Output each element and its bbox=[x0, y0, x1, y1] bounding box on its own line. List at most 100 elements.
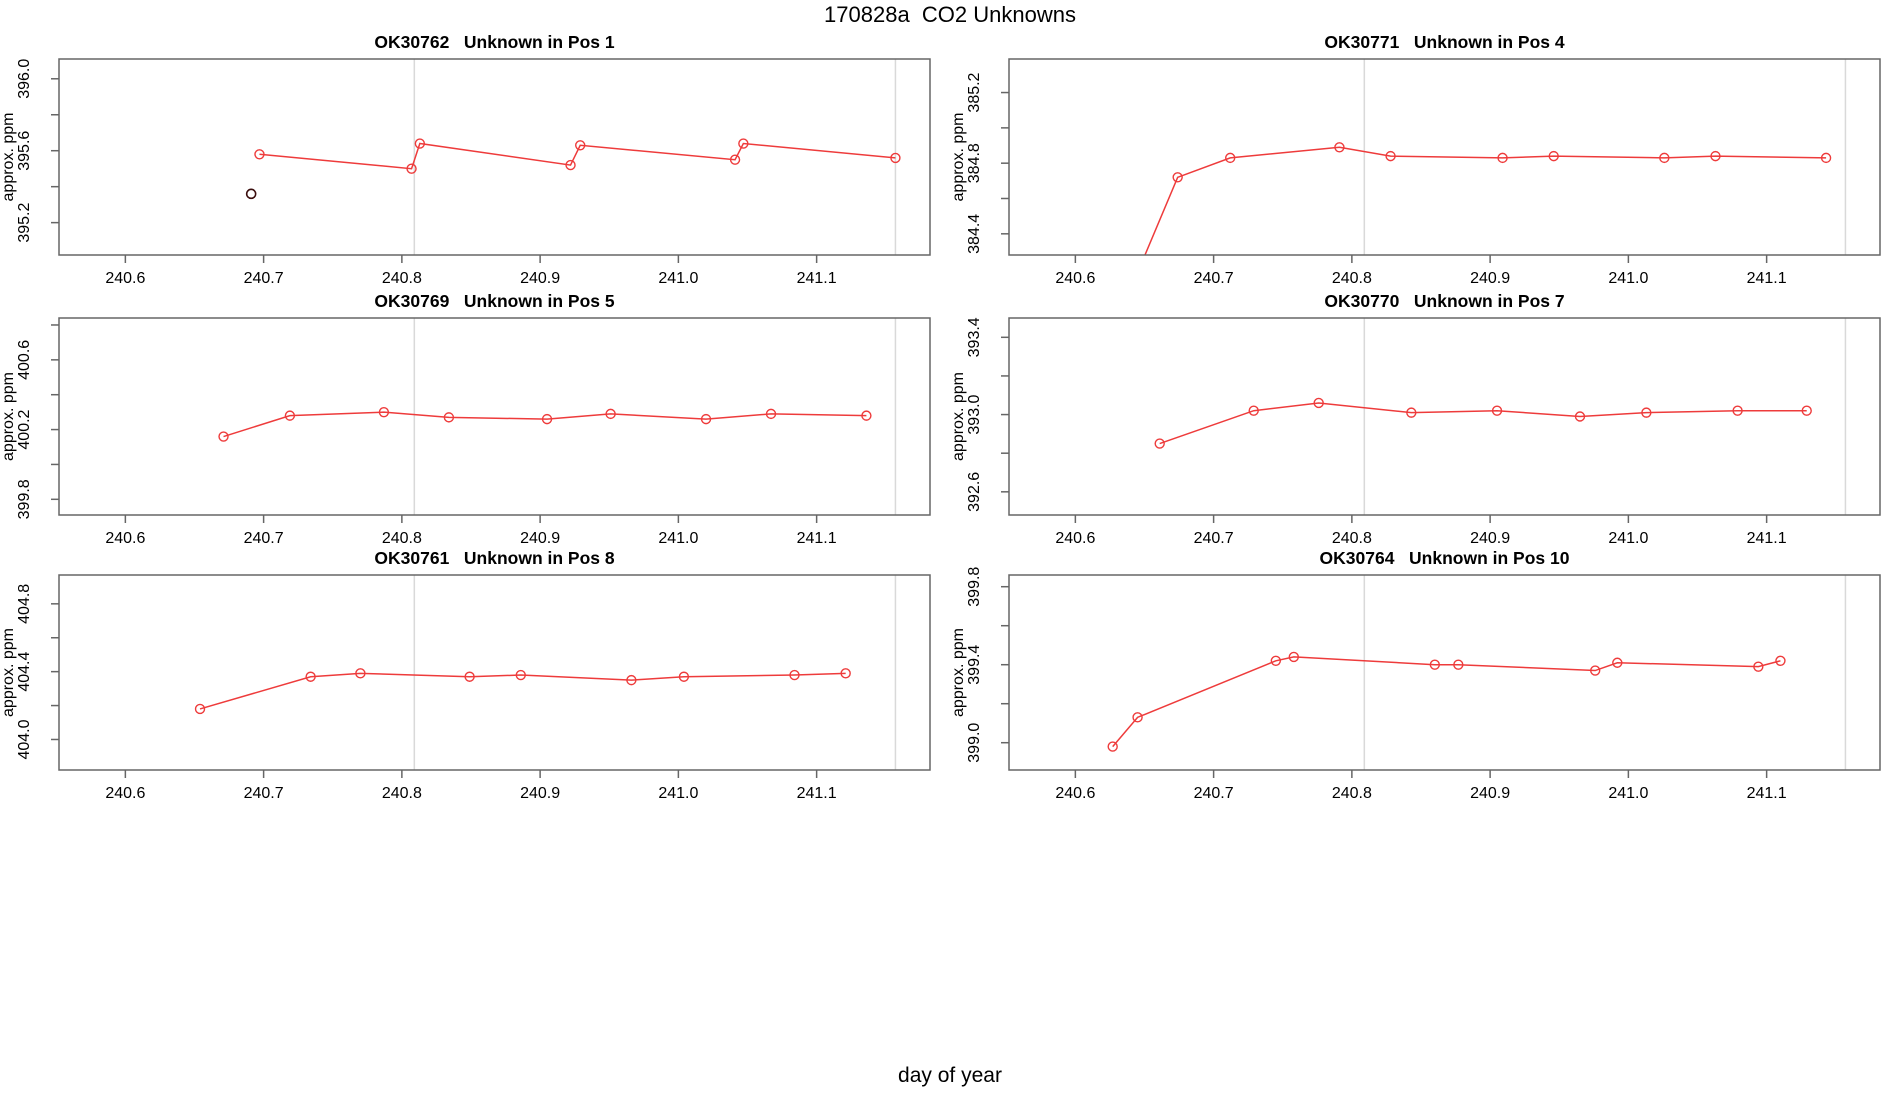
panel-title: OK30764 Unknown in Pos 10 bbox=[1320, 548, 1570, 568]
panel-title: OK30762 Unknown in Pos 1 bbox=[374, 32, 614, 52]
x-tick-label: 240.6 bbox=[105, 785, 145, 802]
x-tick-label: 240.9 bbox=[520, 530, 560, 547]
data-point bbox=[1313, 397, 1324, 409]
y-tick-label: 399.8 bbox=[16, 479, 33, 519]
plot-box bbox=[58, 574, 931, 771]
x-tick-label: 241.0 bbox=[1608, 785, 1648, 802]
y-tick-label: 393.4 bbox=[966, 317, 983, 357]
data-point bbox=[284, 410, 296, 421]
panel-OK30770: 240.6 240.7 240.8 240.9 241.0 241.1 392.6 393.0… bbox=[950, 291, 1881, 547]
data-point bbox=[218, 431, 229, 442]
x-tick-label: 241.0 bbox=[658, 785, 698, 802]
data-point bbox=[861, 410, 872, 421]
data-point bbox=[1497, 152, 1508, 164]
y-tick-label: 400.2 bbox=[16, 409, 33, 449]
data-point bbox=[890, 152, 901, 164]
data-point bbox=[565, 159, 576, 171]
x-tick-label: 240.7 bbox=[244, 785, 284, 802]
outlier-point bbox=[245, 188, 257, 200]
data-point bbox=[789, 669, 800, 681]
x-tick-label: 240.9 bbox=[1470, 270, 1510, 287]
data-line bbox=[1159, 402, 1807, 445]
plot-box bbox=[1008, 317, 1881, 516]
x-tick-label: 241.1 bbox=[797, 530, 837, 547]
panel-title: OK30769 Unknown in Pos 5 bbox=[374, 291, 614, 311]
x-tick-label: 241.1 bbox=[797, 785, 837, 802]
panel-OK30761: 240.6 240.7 240.8 240.9 241.0 241.1 404.0 404.4… bbox=[0, 548, 931, 802]
x-tick-label: 240.7 bbox=[244, 270, 284, 287]
data-point bbox=[1248, 405, 1259, 416]
x-tick-label: 240.7 bbox=[1194, 270, 1234, 287]
data-point bbox=[729, 154, 741, 165]
x-tick-label: 240.8 bbox=[382, 530, 422, 547]
plot-area bbox=[245, 59, 901, 255]
data-point bbox=[1732, 405, 1743, 416]
data-point bbox=[378, 406, 390, 418]
data-point bbox=[254, 149, 265, 160]
y-tick-label: 404.0 bbox=[16, 719, 33, 759]
plot-area bbox=[218, 318, 897, 515]
data-point bbox=[1288, 651, 1300, 663]
data-line bbox=[223, 411, 867, 438]
x-tick-label: 240.8 bbox=[382, 785, 422, 802]
data-point bbox=[1574, 411, 1586, 422]
data-point bbox=[1334, 142, 1345, 153]
data-point bbox=[414, 138, 426, 149]
data-point bbox=[1453, 659, 1464, 670]
plot-box bbox=[58, 317, 931, 516]
data-point bbox=[1710, 150, 1721, 162]
data-point bbox=[1753, 661, 1764, 672]
x-tick-label: 241.1 bbox=[797, 270, 837, 287]
data-point bbox=[1589, 665, 1601, 676]
x-tick-label: 241.0 bbox=[658, 270, 698, 287]
y-tick-label: 404.4 bbox=[16, 652, 33, 692]
x-tick-label: 241.1 bbox=[1747, 530, 1787, 547]
data-point bbox=[1801, 405, 1812, 416]
data-point bbox=[1612, 657, 1623, 668]
data-point bbox=[541, 413, 553, 425]
panel-title: OK30761 Unknown in Pos 8 bbox=[374, 548, 614, 568]
x-tick-label: 240.6 bbox=[1055, 270, 1095, 287]
y-tick-label: 393.0 bbox=[966, 394, 983, 434]
x-tick-label: 240.8 bbox=[1332, 785, 1372, 802]
data-line bbox=[199, 672, 846, 710]
x-tick-label: 240.6 bbox=[1055, 785, 1095, 802]
data-point bbox=[1132, 712, 1143, 723]
panel-OK30771: 240.6 240.7 240.8 240.9 241.0 241.1 384.4 384.8… bbox=[950, 32, 1881, 287]
y-tick-label: 384.4 bbox=[966, 214, 983, 254]
data-point bbox=[1107, 741, 1118, 752]
data-point bbox=[1270, 655, 1282, 666]
y-axis-label: approx. ppm bbox=[950, 372, 967, 461]
data-point bbox=[1225, 152, 1236, 164]
data-line bbox=[259, 142, 896, 170]
data-point bbox=[355, 668, 366, 679]
x-tick-label: 240.8 bbox=[382, 270, 422, 287]
y-tick-label: 384.8 bbox=[966, 143, 983, 183]
x-tick-label: 240.6 bbox=[1055, 530, 1095, 547]
panel-title: OK30771 Unknown in Pos 4 bbox=[1324, 32, 1564, 52]
plot-area bbox=[194, 575, 897, 770]
data-point bbox=[1385, 150, 1396, 162]
panel-OK30762: 240.6 240.7 240.8 240.9 241.0 241.1 395.2 395.6… bbox=[0, 32, 931, 287]
plot-area bbox=[1107, 575, 1847, 770]
x-tick-label: 241.0 bbox=[658, 530, 698, 547]
data-point bbox=[305, 671, 316, 682]
x-tick-label: 241.1 bbox=[1747, 270, 1787, 287]
y-tick-label: 395.6 bbox=[16, 131, 33, 171]
y-tick-label: 399.4 bbox=[966, 645, 983, 685]
y-axis-label: approx. ppm bbox=[0, 628, 17, 717]
y-axis-label: approx. ppm bbox=[950, 628, 967, 717]
data-line bbox=[1144, 146, 1827, 255]
data-point bbox=[840, 668, 851, 679]
y-tick-label: 399.0 bbox=[966, 723, 983, 763]
x-tick-label: 240.9 bbox=[520, 270, 560, 287]
figure-title: 170828a CO2 Unknowns bbox=[824, 2, 1076, 27]
x-axis-outer-label: day of year bbox=[898, 1064, 1002, 1087]
x-tick-label: 240.8 bbox=[1332, 530, 1372, 547]
y-tick-label: 395.2 bbox=[16, 203, 33, 243]
plot-area bbox=[1144, 59, 1847, 255]
panel-OK30769: 240.6 240.7 240.8 240.9 241.0 241.1 399.8 400.2… bbox=[0, 291, 931, 547]
y-tick-label: 392.6 bbox=[966, 472, 983, 512]
